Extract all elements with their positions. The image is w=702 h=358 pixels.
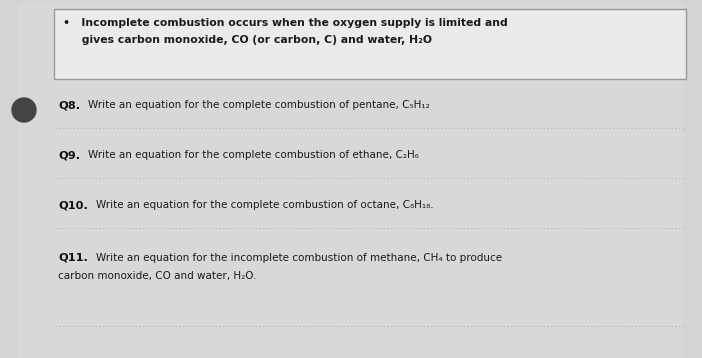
Text: Q8.: Q8.	[58, 100, 80, 110]
Text: gives carbon monoxide, CO (or carbon, C) and water, H₂O: gives carbon monoxide, CO (or carbon, C)…	[63, 35, 432, 45]
Text: Q9.: Q9.	[58, 150, 80, 160]
FancyBboxPatch shape	[18, 3, 684, 358]
Circle shape	[12, 98, 36, 122]
Text: Q10.: Q10.	[58, 200, 88, 210]
Text: Write an equation for the incomplete combustion of methane, CH₄ to produce: Write an equation for the incomplete com…	[96, 253, 502, 263]
Text: •   Incomplete combustion occurs when the oxygen supply is limited and: • Incomplete combustion occurs when the …	[63, 18, 508, 28]
Text: Q11.: Q11.	[58, 253, 88, 263]
FancyBboxPatch shape	[54, 9, 686, 79]
Text: Write an equation for the complete combustion of ethane, C₂H₆: Write an equation for the complete combu…	[88, 150, 419, 160]
Text: Write an equation for the complete combustion of octane, C₈H₁₈.: Write an equation for the complete combu…	[96, 200, 434, 210]
Text: carbon monoxide, CO and water, H₂O.: carbon monoxide, CO and water, H₂O.	[58, 271, 256, 281]
Text: Write an equation for the complete combustion of pentane, C₅H₁₂: Write an equation for the complete combu…	[88, 100, 430, 110]
